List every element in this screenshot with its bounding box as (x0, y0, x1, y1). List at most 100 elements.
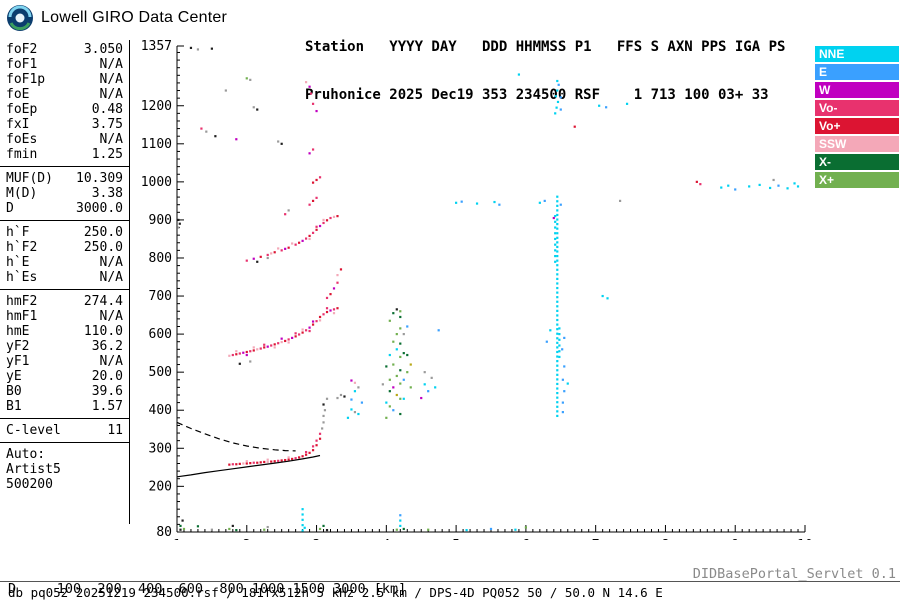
param-row-foep: foEp 0.48 (6, 102, 123, 117)
svg-text:4: 4 (382, 538, 390, 540)
param-label: foF1 (6, 57, 38, 72)
svg-text:1000: 1000 (141, 175, 172, 190)
parameter-panel: foF2 3.050 foF1 N/A foF1p N/A foE N/A foEp 0.48 fx… (0, 40, 130, 524)
param-value: N/A (99, 57, 123, 72)
giro-logo-text: Lowell GIRO Data Center (41, 9, 228, 26)
param-value: 39.6 (91, 384, 123, 399)
param-value: N/A (99, 87, 123, 102)
param-value: 0.48 (91, 102, 123, 117)
svg-text:700: 700 (149, 289, 172, 304)
param-group-divider (0, 289, 129, 290)
param-label: yE (6, 369, 22, 384)
svg-text:9: 9 (731, 538, 739, 540)
param-row-fof2: foF2 3.050 (6, 42, 123, 57)
legend-item-nne: NNE (815, 46, 899, 62)
param-label: foF1p (6, 72, 46, 87)
param-group-divider (0, 418, 129, 419)
svg-text:200: 200 (149, 479, 172, 494)
param-value: 3.75 (91, 117, 123, 132)
legend-item-x: X- (815, 154, 899, 170)
param-row-yf1: yF1 N/A (6, 354, 123, 369)
param-value: 3.050 (83, 42, 123, 57)
svg-text:500: 500 (149, 365, 172, 380)
param-row-fof1: foF1 N/A (6, 57, 123, 72)
param-value: N/A (99, 309, 123, 324)
servlet-version: DIDBasePortal_Servlet 0.1 (692, 566, 896, 582)
legend-item-vo: Vo+ (815, 118, 899, 134)
param-row-md: M(D) 3.38 (6, 186, 123, 201)
param-value: 36.2 (91, 339, 123, 354)
header-line-1: Station YYYY DAY DDD HHMMSS P1 FFS S AXN… (305, 39, 786, 55)
param-label: B0 (6, 384, 22, 399)
direction-legend: NNE E W Vo- Vo+ SSW X- X+ (815, 46, 899, 190)
param-row-d: D 3000.0 (6, 201, 123, 216)
param-value: N/A (99, 270, 123, 285)
param-row-b0: B0 39.6 (6, 384, 123, 399)
param-label: B1 (6, 399, 22, 414)
svg-text:1100: 1100 (141, 137, 172, 152)
param-group-divider (0, 220, 129, 221)
param-value: N/A (99, 72, 123, 87)
param-value: 1.25 (91, 147, 123, 162)
param-value: 11 (107, 423, 123, 438)
svg-text:800: 800 (149, 251, 172, 266)
param-value: 1.57 (91, 399, 123, 414)
ionogram-header: Station YYYY DAY DDD HHMMSS P1 FFS S AXN… (305, 7, 785, 135)
svg-text:900: 900 (149, 213, 172, 228)
parameter-rows: foF2 3.050 foF1 N/A foF1p N/A foE N/A foEp 0.48 fx… (0, 42, 129, 492)
param-row-foes: foEs N/A (6, 132, 123, 147)
param-label: D (6, 201, 14, 216)
param-value: 10.309 (76, 171, 123, 186)
param-label: foF2 (6, 42, 38, 57)
param-label: yF1 (6, 354, 30, 369)
param-row-hmf1: hmF1 N/A (6, 309, 123, 324)
param-label: M(D) (6, 186, 38, 201)
svg-text:1200: 1200 (141, 99, 172, 114)
param-row-fmin: fmin 1.25 (6, 147, 123, 162)
param-row-fxi: fxI 3.75 (6, 117, 123, 132)
param-group-divider (0, 442, 129, 443)
auto-scaler-info: Auto: (6, 447, 46, 462)
dmuf-table: D 100 200 400 600 800 1000 1500 3000 [km… (8, 554, 414, 600)
svg-text:10: 10 (797, 538, 813, 540)
param-row-hf: h`F 250.0 (6, 225, 123, 240)
giro-logo-icon (6, 4, 34, 32)
database-record-info: db pq052 20251219 234500.rsf / 181fx512h… (8, 585, 663, 600)
param-row-b1: B1 1.57 (6, 399, 123, 414)
param-label: h`E (6, 255, 30, 270)
param-value: N/A (99, 255, 123, 270)
param-label: yF2 (6, 339, 30, 354)
param-label: C-level (6, 423, 61, 438)
param-row-he: h`E N/A (6, 255, 123, 270)
svg-text:300: 300 (149, 441, 172, 456)
bottom-divider (0, 581, 900, 582)
legend-item-w: W (815, 82, 899, 98)
param-value: 20.0 (91, 369, 123, 384)
param-row-fof1p: foF1p N/A (6, 72, 123, 87)
param-value: 3.38 (91, 186, 123, 201)
dmuf-d-row: D 100 200 400 600 800 1000 1500 3000 [km… (8, 581, 407, 597)
legend-item-e: E (815, 64, 899, 80)
legend-item-x: X+ (815, 172, 899, 188)
ionogram-plot: 1 2 3 4 5 6 7 8 9 10 1357 1200 1100 1000 900 800 700 600 5… (141, 40, 813, 540)
svg-text:600: 600 (149, 327, 172, 342)
param-value: 250.0 (83, 225, 123, 240)
svg-text:7: 7 (592, 538, 600, 540)
param-label: hmE (6, 324, 30, 339)
param-row-ye: yE 20.0 (6, 369, 123, 384)
svg-text:8: 8 (662, 538, 670, 540)
param-label: fxI (6, 117, 30, 132)
param-label: h`F2 (6, 240, 38, 255)
auto-scaler-info: Artist5 (6, 462, 61, 477)
svg-text:6: 6 (522, 538, 530, 540)
param-label: h`Es (6, 270, 38, 285)
svg-text:5: 5 (452, 538, 460, 540)
svg-text:400: 400 (149, 403, 172, 418)
param-label: foEp (6, 102, 38, 117)
param-row-hf2: h`F2 250.0 (6, 240, 123, 255)
giro-logo: Lowell GIRO Data Center (6, 4, 227, 32)
param-value: 3000.0 (76, 201, 123, 216)
param-row-hmf2: hmF2 274.4 (6, 294, 123, 309)
param-value: N/A (99, 354, 123, 369)
